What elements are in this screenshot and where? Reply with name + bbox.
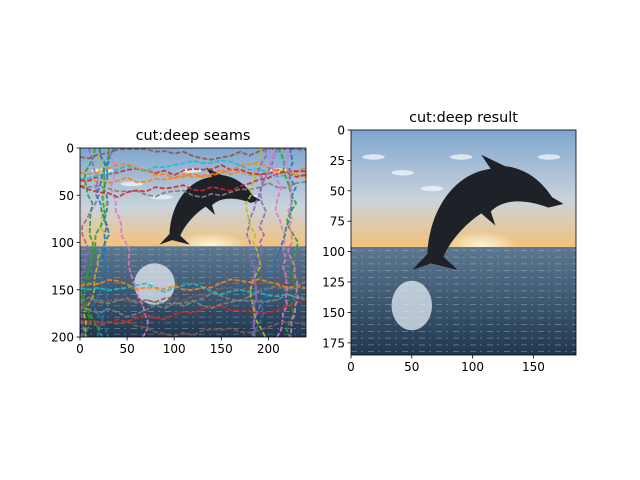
seam-line	[82, 148, 103, 337]
seam-line	[80, 161, 306, 179]
seam-line	[268, 148, 289, 337]
cloud	[150, 194, 173, 200]
axes-2: 0 50 100 150 0 25 50 75 100 125 150 175 cut:deep res…	[322, 110, 577, 374]
cloud	[391, 170, 414, 176]
x-tick-label: 100	[461, 360, 484, 374]
y-tick-label: 50	[330, 184, 345, 198]
x-tick-label: 0	[347, 360, 355, 374]
y-tick-label: 150	[51, 283, 74, 297]
seam-line	[80, 278, 306, 292]
dolphin	[159, 167, 261, 245]
x-tick-label: 150	[210, 342, 233, 356]
cloud	[120, 181, 144, 187]
axes-title: cut:deep seams	[136, 128, 251, 144]
x-tick-label: 150	[522, 360, 545, 374]
cloud	[537, 154, 561, 160]
seam-line	[80, 170, 306, 199]
x-tick-label: 200	[257, 342, 280, 356]
seam-line	[245, 148, 279, 337]
seam-line	[284, 148, 299, 337]
y-tick-label: 200	[51, 331, 74, 345]
splash	[391, 280, 432, 331]
seam-line	[245, 148, 267, 337]
seam-line	[80, 298, 306, 325]
y-tick-label: 100	[51, 236, 74, 250]
y-tick-label: 125	[322, 276, 345, 290]
seam-line	[80, 148, 306, 161]
x-tick-label: 0	[76, 342, 84, 356]
cloud	[450, 154, 473, 160]
seam-line	[80, 148, 100, 337]
cloud	[362, 154, 385, 160]
seam-line	[80, 277, 306, 307]
cloud	[420, 185, 444, 192]
seam-line	[80, 293, 306, 318]
y-tick-label: 175	[322, 336, 345, 350]
x-tick-label: 100	[163, 342, 186, 356]
sea	[80, 246, 306, 337]
y-tick-label: 100	[322, 245, 345, 259]
y-tick-label: 0	[337, 124, 345, 138]
seam-line	[80, 319, 306, 337]
seam-line	[251, 148, 268, 337]
dolphin	[412, 154, 564, 271]
y-tick-label: 150	[322, 306, 345, 320]
y-tick-label: 50	[59, 189, 74, 203]
splash	[134, 263, 175, 305]
y-tick-label: 75	[330, 215, 345, 229]
seam-line	[80, 159, 306, 180]
seam-line	[109, 148, 149, 337]
seam-line	[251, 148, 297, 337]
seam-line	[95, 148, 111, 337]
x-tick-label: 50	[119, 342, 134, 356]
seam-line	[80, 282, 306, 301]
sea	[351, 247, 576, 355]
seam-line	[80, 168, 306, 184]
x-tick-label: 50	[404, 360, 419, 374]
image-1	[80, 148, 306, 337]
y-tick-label: 0	[66, 142, 74, 156]
axes-frame	[350, 129, 577, 356]
seam-line	[80, 180, 306, 199]
y-tick-label: 25	[330, 154, 345, 168]
axes-title: cut:deep result	[409, 110, 518, 126]
image-2	[351, 130, 576, 355]
